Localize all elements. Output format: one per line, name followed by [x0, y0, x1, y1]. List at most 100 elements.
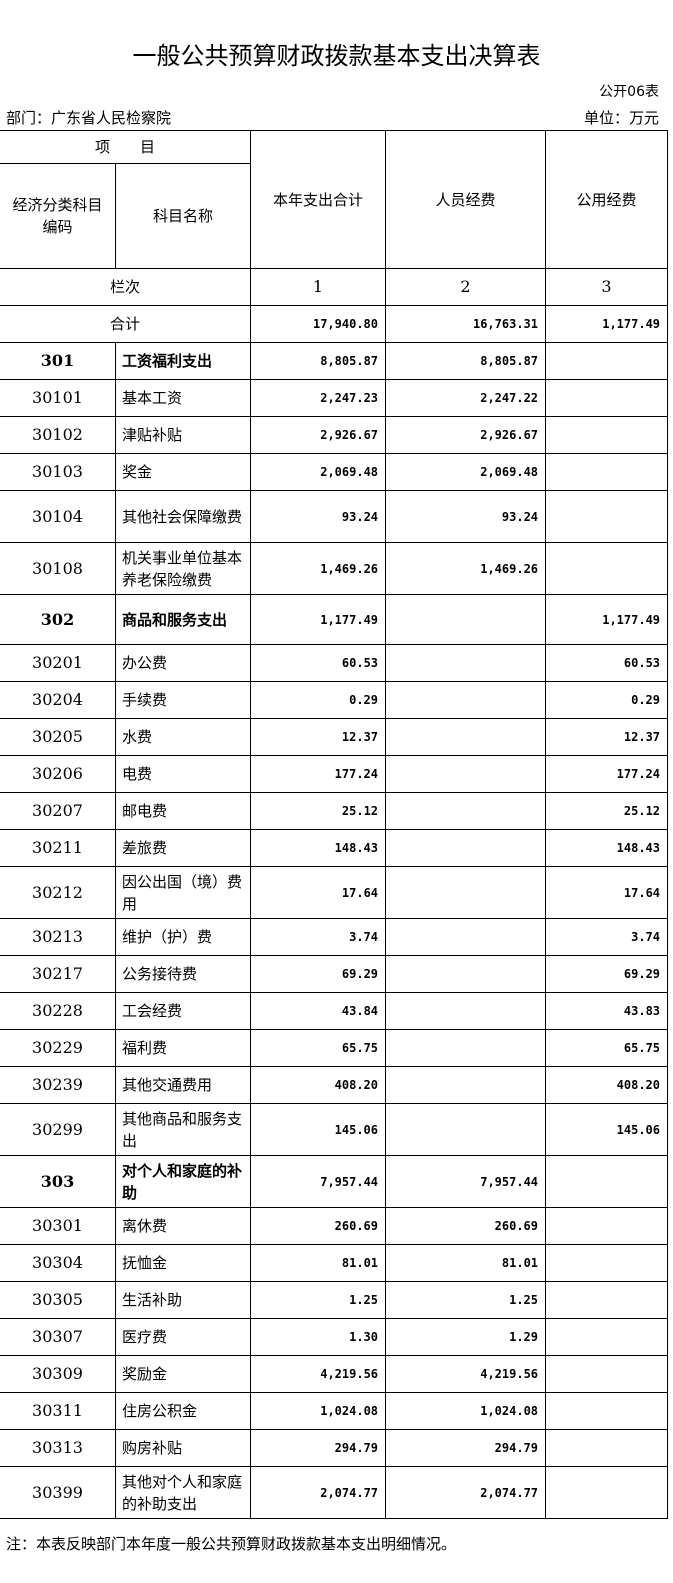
header-total: 本年支出合计	[250, 130, 387, 269]
department: 部门：广东省人民检察院	[6, 109, 172, 127]
name-cell: 其他社会保障缴费	[114, 490, 252, 543]
name-cell: 福利费	[114, 1029, 252, 1067]
code-cell: 30205	[0, 718, 116, 756]
code-cell: 30207	[0, 792, 116, 830]
table-row: 30201 办公费 60.53 60.53	[0, 644, 669, 682]
col-index-3: 3	[545, 268, 669, 306]
total-cell: 1,469.26	[250, 542, 387, 595]
public-cell: 69.29	[545, 955, 669, 993]
total-cell: 93.24	[250, 490, 387, 543]
personnel-cell: 2,069.48	[385, 453, 547, 491]
code-cell: 30206	[0, 755, 116, 793]
name-cell: 商品和服务支出	[114, 594, 252, 645]
table-row: 30205 水费 12.37 12.37	[0, 718, 669, 756]
public-cell: 148.43	[545, 829, 669, 867]
personnel-cell	[385, 1029, 547, 1067]
name-cell: 维护（护）费	[114, 918, 252, 956]
table-row: 30213 维护（护）费 3.74 3.74	[0, 918, 669, 956]
sum-personnel: 16,763.31	[385, 305, 547, 343]
table-row: 30207 邮电费 25.12 25.12	[0, 792, 669, 830]
name-cell: 工会经费	[114, 992, 252, 1030]
name-cell: 工资福利支出	[114, 342, 252, 380]
total-cell: 177.24	[250, 755, 387, 793]
public-cell	[545, 1244, 669, 1282]
table-row: 30301 离休费 260.69 260.69	[0, 1207, 669, 1245]
name-cell: 对个人和家庭的补助	[114, 1155, 252, 1208]
table-row: 30217 公务接待费 69.29 69.29	[0, 955, 669, 993]
total-cell: 408.20	[250, 1066, 387, 1104]
code-cell: 30301	[0, 1207, 116, 1245]
table-row: 30211 差旅费 148.43 148.43	[0, 829, 669, 867]
code-cell: 30212	[0, 866, 116, 919]
code-cell: 302	[0, 594, 116, 645]
public-cell	[545, 490, 669, 543]
name-cell: 离休费	[114, 1207, 252, 1245]
total-cell: 294.79	[250, 1429, 387, 1467]
personnel-cell: 1.29	[385, 1318, 547, 1356]
personnel-cell	[385, 1066, 547, 1104]
personnel-cell	[385, 955, 547, 993]
col-index-2: 2	[385, 268, 547, 306]
name-cell: 公务接待费	[114, 955, 252, 993]
public-cell	[545, 542, 669, 595]
total-cell: 17.64	[250, 866, 387, 919]
total-cell: 25.12	[250, 792, 387, 830]
sum-public: 1,177.49	[545, 305, 669, 343]
table-row: 30102 津贴补贴 2,926.67 2,926.67	[0, 416, 669, 454]
public-cell: 177.24	[545, 755, 669, 793]
table-row: 303 对个人和家庭的补助 7,957.44 7,957.44	[0, 1155, 669, 1208]
table-row: 30239 其他交通费用 408.20 408.20	[0, 1066, 669, 1104]
name-cell: 差旅费	[114, 829, 252, 867]
public-cell: 17.64	[545, 866, 669, 919]
public-cell	[545, 1429, 669, 1467]
public-cell: 25.12	[545, 792, 669, 830]
unit-label: 单位：万元	[583, 109, 659, 127]
code-cell: 30102	[0, 416, 116, 454]
total-cell: 65.75	[250, 1029, 387, 1067]
name-cell: 其他交通费用	[114, 1066, 252, 1104]
public-cell	[545, 453, 669, 491]
table-row: 30399 其他对个人和家庭的补助支出 2,074.77 2,074.77	[0, 1466, 669, 1519]
form-number: 公开06表	[599, 84, 659, 100]
name-cell: 办公费	[114, 644, 252, 682]
personnel-cell: 4,219.56	[385, 1355, 547, 1393]
public-cell: 60.53	[545, 644, 669, 682]
table-row: 301 工资福利支出 8,805.87 8,805.87	[0, 342, 669, 380]
public-cell	[545, 1318, 669, 1356]
personnel-cell: 2,926.67	[385, 416, 547, 454]
table-row: 302 商品和服务支出 1,177.49 1,177.49	[0, 594, 669, 645]
public-cell: 65.75	[545, 1029, 669, 1067]
personnel-cell	[385, 866, 547, 919]
name-cell: 电费	[114, 755, 252, 793]
code-cell: 30211	[0, 829, 116, 867]
page-title: 一般公共预算财政拨款基本支出决算表	[132, 42, 541, 70]
personnel-cell: 81.01	[385, 1244, 547, 1282]
code-cell: 303	[0, 1155, 116, 1208]
footnote: 注：本表反映部门本年度一般公共预算财政拨款基本支出明细情况。	[6, 1535, 457, 1553]
public-cell: 43.83	[545, 992, 669, 1030]
personnel-cell	[385, 1103, 547, 1156]
name-cell: 抚恤金	[114, 1244, 252, 1282]
code-cell: 30104	[0, 490, 116, 543]
total-cell: 69.29	[250, 955, 387, 993]
name-cell: 奖励金	[114, 1355, 252, 1393]
name-cell: 手续费	[114, 681, 252, 719]
total-cell: 8,805.87	[250, 342, 387, 380]
personnel-cell: 8,805.87	[385, 342, 547, 380]
header-personnel: 人员经费	[385, 130, 547, 269]
total-cell: 2,074.77	[250, 1466, 387, 1519]
header-name: 科目名称	[114, 163, 252, 269]
total-cell: 1,024.08	[250, 1392, 387, 1430]
code-cell: 30103	[0, 453, 116, 491]
code-cell: 30305	[0, 1281, 116, 1319]
code-cell: 30217	[0, 955, 116, 993]
personnel-cell	[385, 681, 547, 719]
personnel-cell: 93.24	[385, 490, 547, 543]
total-cell: 148.43	[250, 829, 387, 867]
sum-total: 17,940.80	[250, 305, 387, 343]
total-cell: 145.06	[250, 1103, 387, 1156]
name-cell: 奖金	[114, 453, 252, 491]
code-cell: 30228	[0, 992, 116, 1030]
total-cell: 81.01	[250, 1244, 387, 1282]
public-cell: 12.37	[545, 718, 669, 756]
